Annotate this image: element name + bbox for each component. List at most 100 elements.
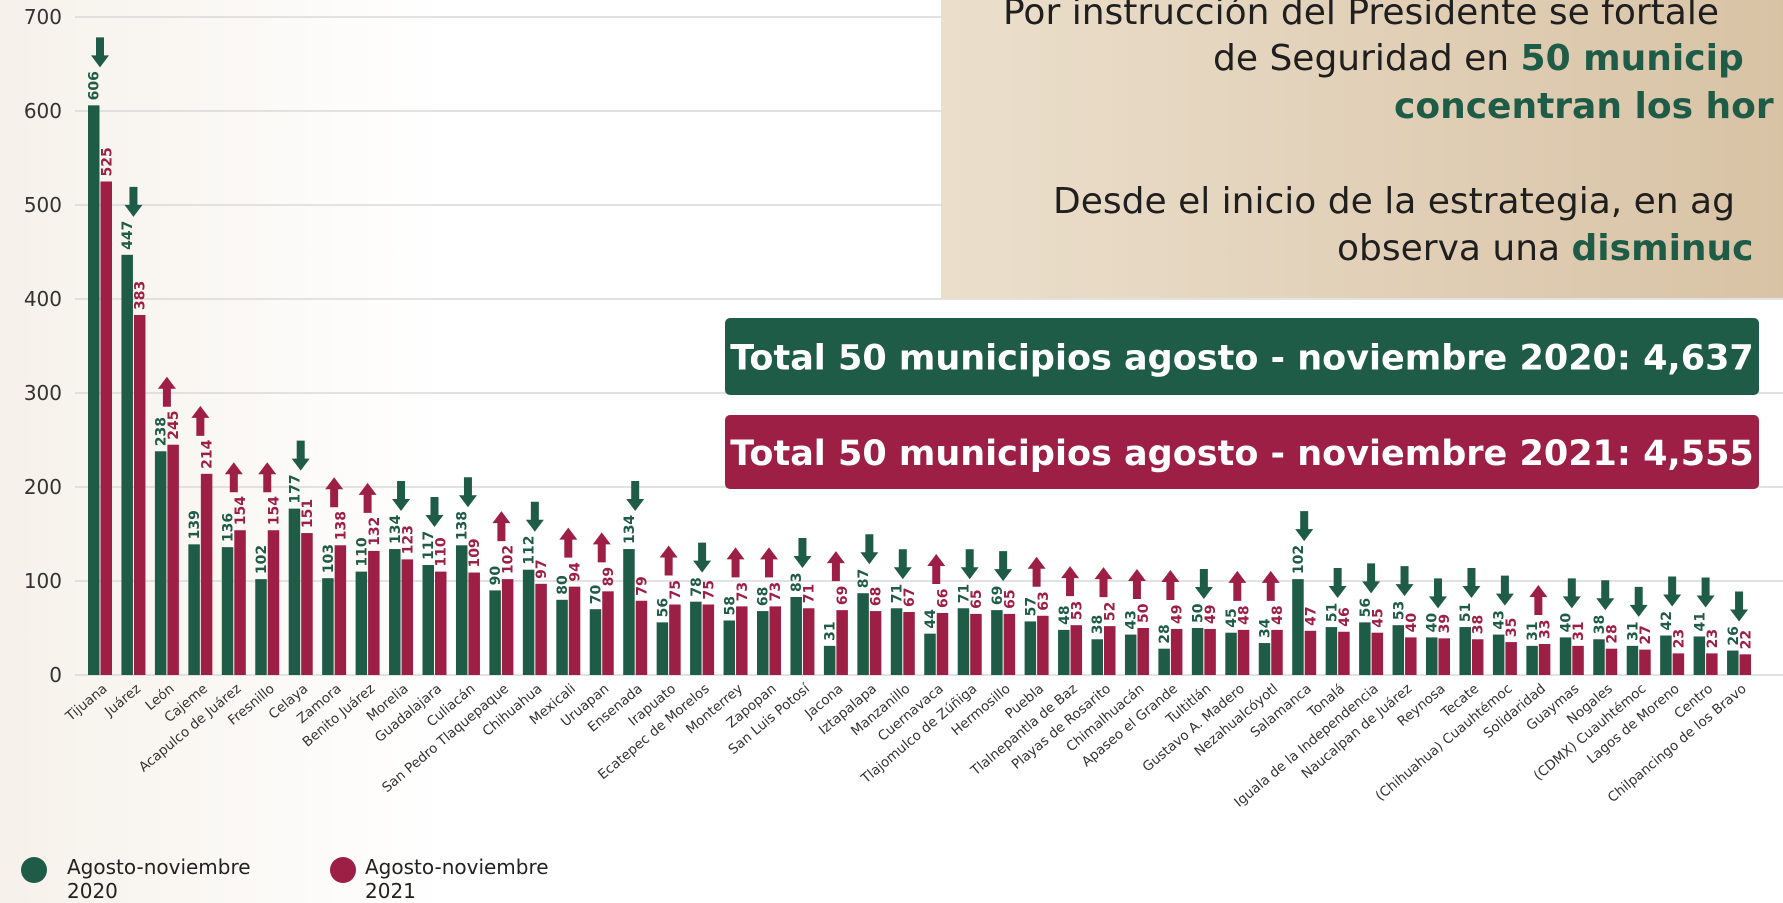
- bar: [255, 579, 267, 675]
- total-box: [725, 318, 1759, 395]
- value-label: 136: [221, 513, 237, 542]
- bar: [736, 606, 748, 675]
- value-label: 44: [923, 609, 939, 629]
- trend-arrow: [91, 37, 109, 68]
- value-label: 75: [668, 580, 684, 599]
- value-label: 97: [534, 559, 550, 578]
- bar: [501, 579, 514, 675]
- panel-text: Por instrucción del Presidente se fortal…: [1003, 0, 1719, 33]
- trend-arrow: [291, 440, 310, 471]
- bar: [154, 451, 167, 675]
- bar: [267, 530, 280, 675]
- bar: [1158, 648, 1170, 675]
- value-label: 383: [133, 281, 149, 310]
- bar: [857, 593, 869, 675]
- trend-arrow: [358, 482, 377, 513]
- value-label: 139: [187, 510, 203, 539]
- value-label: 41: [1692, 612, 1708, 631]
- value-label: 154: [267, 496, 283, 525]
- bar: [890, 608, 903, 675]
- bar: [723, 620, 736, 675]
- bar: [301, 533, 313, 675]
- y-tick-label: 300: [24, 381, 62, 405]
- value-label: 87: [856, 569, 872, 588]
- bar: [1626, 645, 1639, 675]
- value-label: 132: [367, 517, 383, 546]
- value-label: 53: [1069, 601, 1085, 620]
- value-label: 90: [488, 566, 504, 586]
- bar: [1338, 631, 1350, 675]
- bar: [970, 613, 982, 675]
- value-label: 110: [354, 537, 370, 566]
- bar: [1727, 650, 1739, 675]
- trend-arrow: [224, 462, 243, 493]
- value-label: 134: [622, 515, 638, 544]
- value-label: 50: [1191, 603, 1207, 623]
- value-label: 134: [388, 515, 404, 544]
- legend-label: Agosto-noviembre 2021: [365, 855, 549, 903]
- bar: [389, 549, 401, 675]
- bar: [355, 571, 368, 675]
- trend-arrow: [1429, 578, 1447, 609]
- bar: [368, 550, 380, 675]
- value-label: 214: [200, 439, 216, 468]
- value-label: 49: [1170, 604, 1186, 623]
- value-label: 525: [99, 147, 115, 176]
- bar: [1526, 645, 1538, 675]
- trend-arrow: [325, 477, 344, 508]
- bar: [167, 444, 179, 675]
- bar: [602, 591, 614, 675]
- value-label: 40: [1404, 613, 1420, 633]
- value-label: 75: [701, 580, 717, 599]
- bar: [869, 611, 882, 675]
- value-label: 63: [1036, 591, 1052, 610]
- panel-text: concentran los hor: [1394, 86, 1774, 127]
- panel-line: Desde el inicio de la estrategia, en ag: [1053, 181, 1735, 222]
- bar: [903, 612, 915, 675]
- value-label: 112: [522, 535, 538, 564]
- value-label: 245: [166, 410, 182, 439]
- trend-arrow: [392, 481, 411, 512]
- value-label: 46: [1337, 607, 1353, 626]
- value-label: 69: [835, 586, 851, 605]
- bar: [1359, 622, 1371, 675]
- trend-arrow: [826, 551, 845, 582]
- panel-line: concentran los hor: [1394, 86, 1774, 127]
- trend-arrow: [1562, 578, 1581, 609]
- value-label: 102: [501, 545, 517, 574]
- bar: [656, 622, 669, 675]
- bar: [435, 571, 447, 675]
- bar: [1639, 649, 1651, 675]
- value-label: 117: [421, 531, 437, 560]
- trend-arrow: [1094, 567, 1113, 598]
- bar: [133, 314, 146, 675]
- value-label: 138: [333, 511, 349, 540]
- value-label: 73: [735, 582, 751, 601]
- value-label: 47: [1303, 606, 1319, 625]
- value-label: 66: [936, 588, 952, 607]
- trend-arrow: [525, 501, 544, 532]
- bar: [1124, 634, 1137, 675]
- value-label: 51: [1324, 603, 1340, 622]
- trend-arrow: [258, 462, 277, 493]
- value-label: 40: [1425, 613, 1441, 633]
- value-label: 71: [802, 584, 818, 603]
- trend-arrow: [425, 497, 444, 528]
- bar: [1426, 637, 1438, 675]
- value-label: 26: [1726, 626, 1742, 645]
- bar: [556, 599, 568, 675]
- value-label: 123: [400, 525, 416, 554]
- trend-arrow: [960, 549, 979, 580]
- bar: [669, 604, 681, 675]
- value-label: 38: [1471, 615, 1487, 634]
- bar: [468, 572, 480, 675]
- bar: [1605, 648, 1618, 675]
- trend-arrow: [927, 553, 946, 584]
- value-label: 48: [1057, 605, 1073, 624]
- y-tick-label: 100: [24, 569, 62, 593]
- trend-arrow: [1194, 569, 1213, 599]
- trend-arrow: [492, 511, 511, 542]
- value-label: 70: [589, 584, 605, 604]
- value-label: 43: [1492, 610, 1508, 629]
